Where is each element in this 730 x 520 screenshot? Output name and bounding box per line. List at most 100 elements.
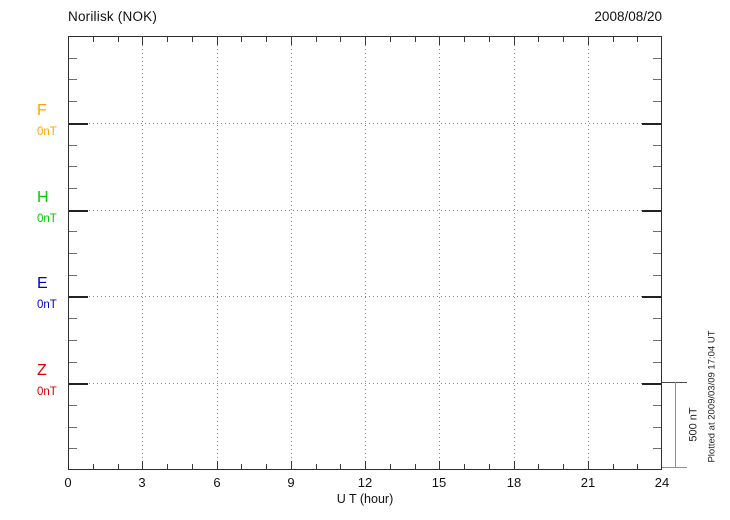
y-tick (69, 362, 77, 363)
x-tick (414, 37, 416, 42)
gridline-vertical (513, 37, 515, 469)
x-tick (538, 464, 540, 469)
y-tick (69, 188, 77, 189)
x-tick (315, 464, 317, 469)
y-tick (69, 253, 77, 254)
x-axis-tick-label: 0 (64, 475, 72, 490)
component-baseline-label-F: 0nT (37, 126, 57, 138)
y-tick (653, 166, 661, 167)
x-tick (513, 461, 515, 469)
x-tick (241, 37, 243, 42)
x-tick (315, 37, 317, 42)
y-tick (653, 318, 661, 319)
x-tick (637, 464, 639, 469)
y-tick (653, 362, 661, 363)
x-tick (365, 461, 366, 469)
y-tick (69, 296, 88, 298)
x-axis-tick-label: 21 (580, 475, 596, 490)
x-tick (563, 464, 564, 469)
gridline-vertical (142, 37, 144, 469)
x-tick (414, 464, 416, 469)
x-tick (488, 464, 490, 469)
y-tick (69, 166, 77, 167)
y-tick (69, 340, 77, 341)
x-tick (167, 37, 168, 42)
x-axis-title: U T (hour) (336, 492, 394, 506)
y-tick (653, 101, 661, 102)
x-tick (266, 464, 267, 469)
y-tick (69, 79, 77, 80)
y-tick (653, 79, 661, 80)
component-label-Z: Z (37, 362, 47, 379)
gridline-horizontal (69, 383, 661, 384)
y-tick (69, 405, 77, 406)
scale-bar-label: 500 nT (687, 407, 700, 442)
x-tick (365, 37, 366, 45)
x-tick (488, 37, 490, 42)
gridline-horizontal (69, 296, 661, 297)
y-tick (653, 427, 661, 428)
x-tick (290, 461, 292, 469)
x-tick (266, 37, 267, 42)
x-tick (92, 464, 94, 469)
x-axis-tick-label: 15 (431, 475, 447, 490)
x-tick (241, 464, 243, 469)
y-tick (653, 340, 661, 341)
x-tick (290, 37, 292, 45)
gridline-vertical (290, 37, 292, 469)
y-tick (69, 123, 88, 125)
y-tick (69, 231, 77, 232)
x-tick (142, 461, 144, 469)
x-tick (340, 37, 342, 42)
gridline-vertical (216, 37, 218, 469)
component-baseline-label-Z: 0nT (37, 386, 57, 398)
y-tick (642, 123, 661, 125)
x-tick (612, 37, 614, 42)
y-tick (653, 275, 661, 276)
x-tick (117, 37, 119, 42)
x-axis-tick-label: 18 (506, 475, 522, 490)
x-tick (538, 37, 540, 42)
scale-bar-cap-top (662, 382, 687, 383)
y-tick (69, 427, 77, 428)
gridline-vertical (439, 37, 441, 469)
y-tick (653, 145, 661, 146)
x-tick (216, 461, 218, 469)
component-label-E: E (37, 275, 48, 292)
y-tick (653, 231, 661, 232)
x-tick (587, 37, 589, 45)
y-tick (69, 448, 77, 449)
x-tick (191, 464, 193, 469)
y-tick (653, 58, 661, 59)
plotted-at-note: Plotted at 2009/03/09 17:04 UT (706, 330, 718, 463)
plot-area (68, 36, 662, 470)
y-tick (653, 405, 661, 406)
y-tick (69, 101, 77, 102)
gridline-vertical (587, 37, 589, 469)
y-tick (69, 145, 77, 146)
x-tick (216, 37, 218, 45)
y-tick (69, 275, 77, 276)
component-baseline-label-E: 0nT (37, 299, 57, 311)
x-axis-tick-label: 6 (213, 475, 221, 490)
x-tick (464, 37, 465, 42)
y-tick (69, 58, 77, 59)
gridline-horizontal (69, 123, 661, 124)
x-tick (513, 37, 515, 45)
x-axis-tick-label: 24 (654, 475, 670, 490)
y-tick (642, 210, 661, 212)
scale-bar (675, 382, 676, 468)
y-tick (653, 188, 661, 189)
x-axis-tick-label: 3 (138, 475, 146, 490)
component-label-F: F (37, 102, 47, 119)
scale-bar-cap-bottom (662, 467, 687, 468)
x-tick (167, 464, 168, 469)
x-axis-tick-label: 9 (287, 475, 295, 490)
x-tick (389, 464, 391, 469)
x-tick (142, 37, 144, 45)
plot-date: 2008/08/20 (594, 9, 662, 24)
component-label-H: H (37, 189, 49, 206)
x-tick (117, 464, 119, 469)
x-tick (340, 464, 342, 469)
